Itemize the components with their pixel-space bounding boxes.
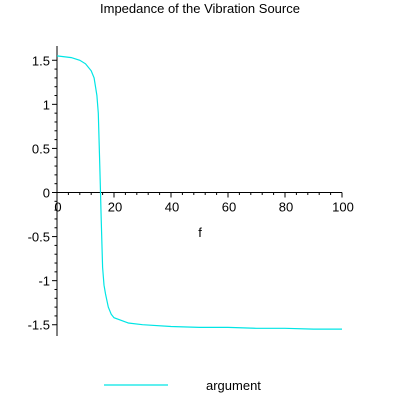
x-tick-label: 100 — [332, 200, 354, 215]
legend: argument — [104, 378, 261, 393]
series-lines — [56, 55, 342, 330]
chart-title: Impedance of the Vibration Source — [100, 1, 300, 16]
legend-label: argument — [206, 378, 261, 393]
y-tick-label: -0.5 — [28, 230, 50, 245]
x-axis-label: f — [198, 225, 202, 240]
axes — [56, 46, 342, 336]
y-tick-label: 1.5 — [32, 53, 50, 68]
x-tick-label: 60 — [222, 200, 236, 215]
x-tick-label: 0 — [54, 200, 61, 215]
tick-marks — [52, 59, 343, 326]
tick-labels: 1.5 1 0.5 0 -0.5 -1 -1.5 0 20 40 60 80 100 — [28, 53, 354, 332]
series-line-argument — [56, 55, 342, 330]
y-tick-label: 0 — [43, 186, 50, 201]
y-tick-label: 0.5 — [32, 141, 50, 156]
y-tick-label: -1.5 — [28, 318, 50, 333]
x-tick-label: 80 — [279, 200, 293, 215]
x-tick-label: 20 — [108, 200, 122, 215]
y-tick-label: -1 — [38, 274, 50, 289]
x-tick-label: 40 — [165, 200, 179, 215]
y-tick-label: 1 — [43, 97, 50, 112]
